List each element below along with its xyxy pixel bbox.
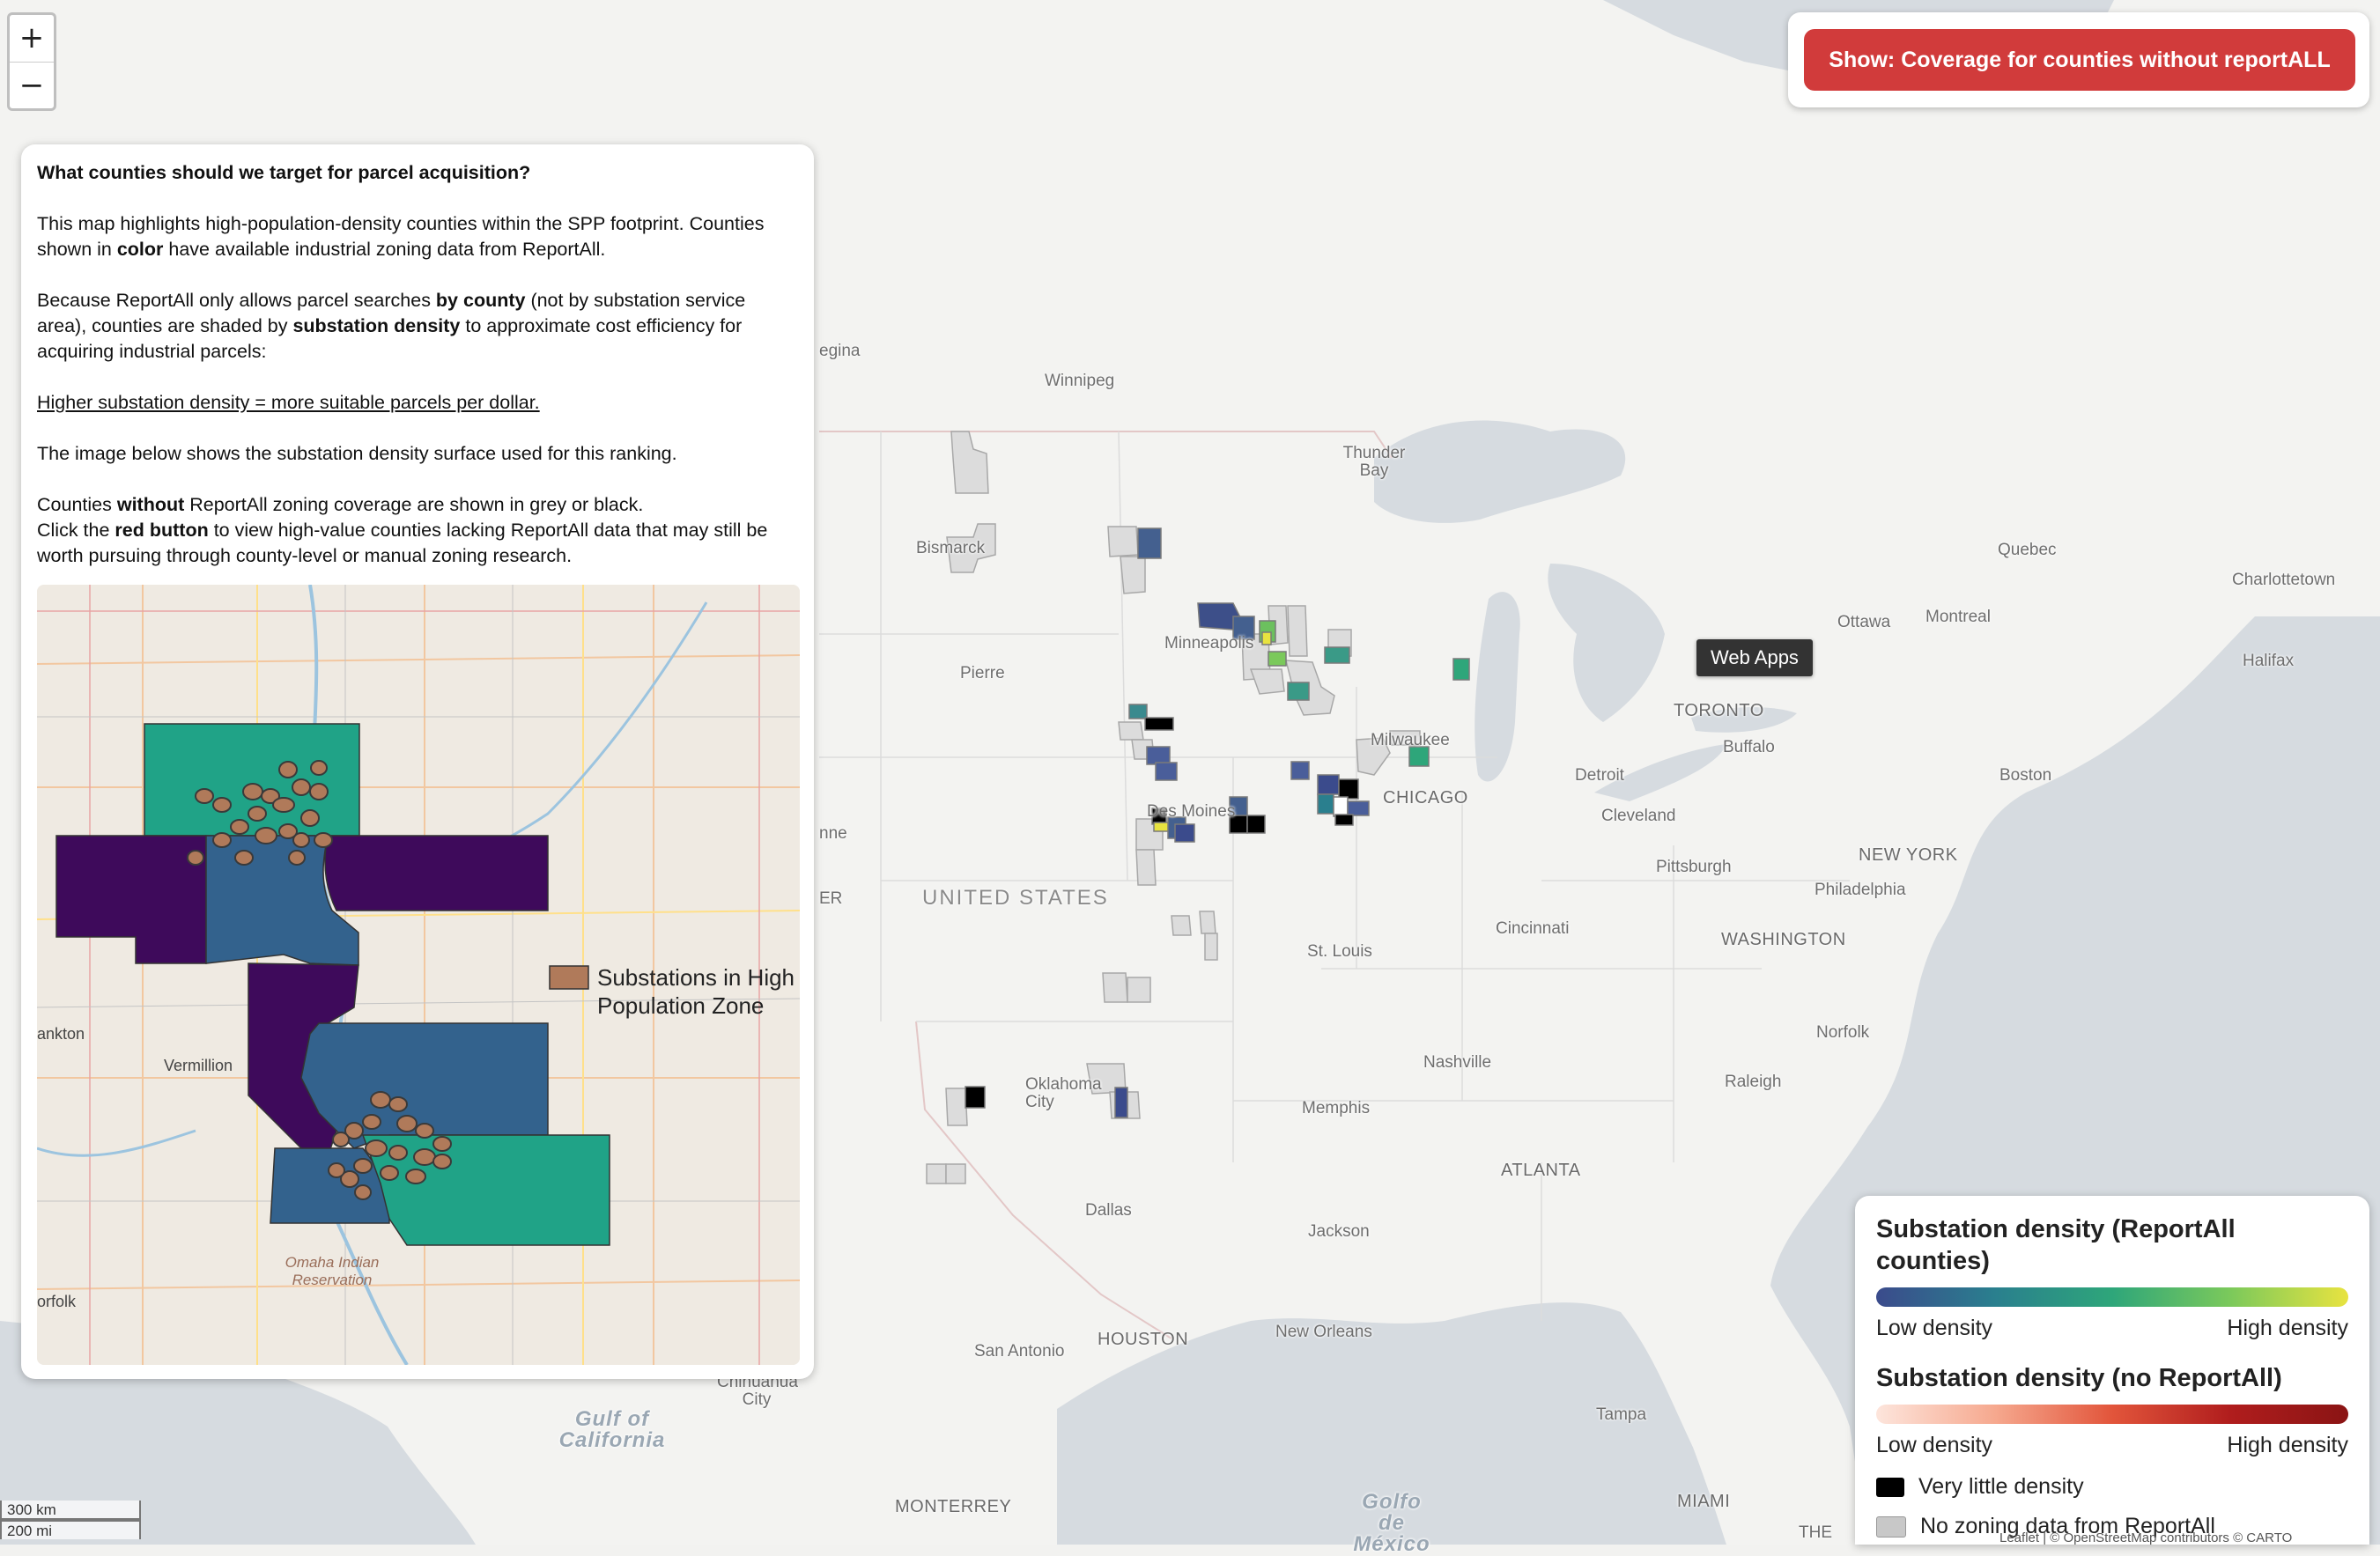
label-buffalo: Buffalo [1723,738,1775,756]
label-denver: ER [819,889,843,908]
label-cincinnati: Cincinnati [1496,919,1570,938]
label-monterrey: MONTERREY [895,1497,1012,1516]
label-cheyenne: nne [819,824,847,843]
zoom-control: + − [7,12,56,111]
label-washington: WASHINGTON [1721,930,1846,949]
zoom-in-button[interactable]: + [18,20,45,55]
lake-michigan [1475,592,1520,782]
substation-density-inset-map: Substations in High Population Zone Verm… [37,585,800,1365]
label-st-louis: St. Louis [1307,942,1372,961]
label-regina: egina [819,342,861,360]
label-detroit: Detroit [1575,766,1624,785]
label-gulf-of-california: Gulf of California [558,1407,666,1452]
scale-bar: 300 km 200 mi [0,1501,141,1545]
label-winnipeg: Winnipeg [1045,372,1115,390]
lake-erie [1594,744,1726,801]
legend-labels-reportall: Low density High density [1876,1316,2348,1341]
legend-row-very-little: Very little density [1876,1474,2348,1500]
label-ottawa: Ottawa [1837,613,1891,631]
scale-km: 300 km [0,1501,141,1520]
label-nashville: Nashville [1423,1053,1492,1072]
label-golfo-de-mexico: Golfo de México [1353,1490,1430,1556]
label-boston: Boston [1999,766,2052,785]
legend-row-no-data: No zoning data from ReportAll [1876,1514,2348,1539]
legend-title-no-reportall: Substation density (no ReportAll) [1876,1364,2282,1392]
info-paragraph-5: Counties without ReportAll zoning covera… [37,494,768,566]
legend-high-label: High density [2227,1316,2348,1340]
gulf-of-mexico [1057,1302,1726,1545]
label-pittsburgh: Pittsburgh [1656,858,1732,876]
label-montreal: Montreal [1925,608,1991,626]
inset-map-image [37,585,800,1365]
label-dallas: Dallas [1085,1201,1132,1220]
map-attribution[interactable]: Leaflet | © OpenStreetMap contributors ©… [1999,1530,2293,1545]
legend-high-label: High density [2227,1433,2348,1457]
zoom-out-button[interactable]: − [10,62,54,108]
label-cleveland: Cleveland [1601,807,1676,825]
counties-reportall[interactable] [965,527,1470,1118]
label-the: THE [1799,1523,1832,1542]
inset-place-vermillion: Vermillion [164,1057,233,1074]
label-miami: MIAMI [1677,1492,1731,1511]
label-chihuahua: Chihuahua City [717,1373,798,1409]
label-minneapolis: Minneapolis [1164,634,1254,653]
toggle-panel: Show: Coverage for counties without repo… [1788,12,2369,107]
label-houston: HOUSTON [1098,1330,1189,1349]
us-canada-border [819,431,1393,459]
label-memphis: Memphis [1302,1099,1371,1117]
label-thunder-bay: Thunder Bay [1342,444,1406,480]
lake-ontario [1691,707,1797,733]
label-oklahoma-city: Oklahoma City [1025,1075,1102,1111]
label-milwaukee: Milwaukee [1371,731,1450,749]
state-borders [819,431,1850,1321]
label-jackson: Jackson [1308,1222,1370,1241]
label-chicago: CHICAGO [1383,788,1468,807]
label-bismarck: Bismarck [916,539,986,557]
label-quebec: Quebec [1998,541,2057,559]
label-halifax: Halifax [2243,652,2295,670]
label-pierre: Pierre [960,664,1005,682]
label-raleigh: Raleigh [1725,1073,1782,1091]
density-legend: Substation density (ReportAll counties) … [1855,1196,2369,1545]
label-new-york: NEW YORK [1859,845,1958,865]
label-united-states: UNITED STATES [922,886,1109,910]
info-paragraph-4: The image below shows the substation den… [37,443,677,464]
legend-title-reportall: Substation density (ReportAll counties) [1876,1215,2236,1275]
show-coverage-button[interactable]: Show: Coverage for counties without repo… [1804,29,2355,91]
info-paragraph-2: Because ReportAll only allows parcel sea… [37,290,746,362]
label-toronto: TORONTO [1674,701,1764,720]
inset-legend-swatch [549,965,589,990]
legend-low-label: Low density [1876,1433,1993,1457]
web-apps-tooltip: Web Apps [1696,639,1813,676]
label-norfolk: Norfolk [1816,1023,1870,1042]
inset-place-yankton: ankton [37,1025,85,1043]
legend-gradient-reportall [1876,1287,2348,1307]
lake-superior [1374,420,1626,523]
legend-low-label: Low density [1876,1316,1993,1340]
info-panel: What counties should we target for parce… [21,144,814,1379]
info-paragraph-1: This map highlights high-population-dens… [37,213,765,260]
label-philadelphia: Philadelphia [1815,881,1906,899]
inset-place-omaha: Omaha Indian Reservation [285,1254,380,1288]
label-san-antonio: San Antonio [974,1342,1065,1361]
legend-labels-no-reportall: Low density High density [1876,1433,2348,1458]
info-question: What counties should we target for parce… [37,162,531,183]
label-new-orleans: New Orleans [1275,1323,1372,1341]
inset-legend-label-1: Substations in High [597,964,795,991]
legend-swatch-grey [1876,1515,1906,1538]
label-atlanta: ATLANTA [1501,1161,1581,1180]
lake-huron [1548,564,1665,722]
label-des-moines: Des Moines [1147,802,1236,821]
inset-legend-label-2: Population Zone [597,992,765,1019]
label-tampa: Tampa [1596,1405,1647,1424]
scale-mi: 200 mi [0,1520,141,1539]
info-paragraph-3: Higher substation density = more suitabl… [37,392,540,413]
inset-place-norfolk: orfolk [37,1293,77,1310]
legend-gradient-no-reportall [1876,1405,2348,1424]
label-charlottetown: Charlottetown [2232,571,2336,589]
legend-swatch-black [1876,1477,1904,1497]
us-mexico-border [915,1021,1172,1339]
